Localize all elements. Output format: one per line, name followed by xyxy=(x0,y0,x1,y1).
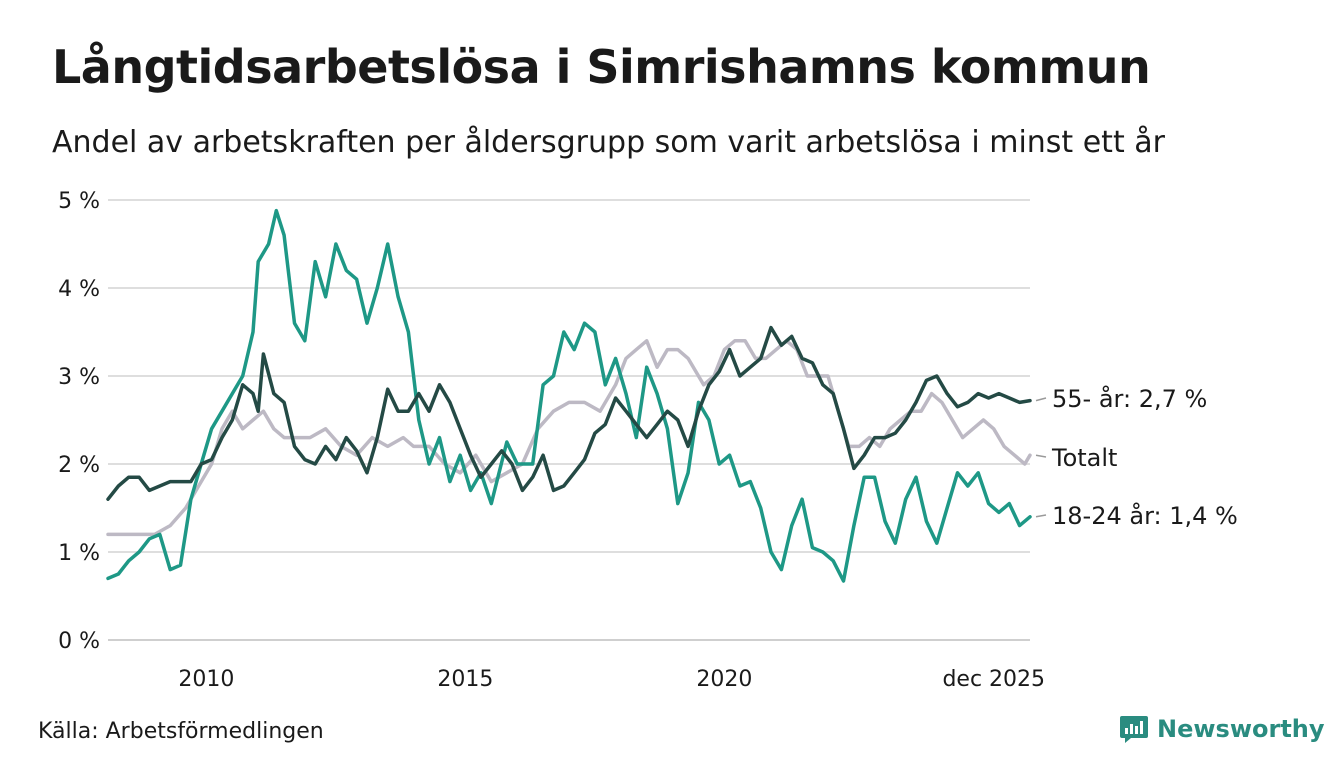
y-tick-label: 3 % xyxy=(58,365,100,390)
end-label-leader xyxy=(1035,454,1047,458)
x-tick-label: 2020 xyxy=(696,667,752,692)
end-label-leader xyxy=(1035,514,1047,518)
x-axis: 2010 2015 2020 dec 2025 xyxy=(178,667,1045,692)
end-label-leader xyxy=(1035,397,1047,402)
y-axis: 0 % 1 % 2 % 3 % 4 % 5 % xyxy=(58,189,100,654)
chart-subtitle: Andel av arbetskraften per åldersgrupp s… xyxy=(52,125,1165,160)
series-lines xyxy=(106,208,1032,583)
grid-lines xyxy=(108,199,1030,641)
series-line-1 xyxy=(106,208,1032,583)
x-tick-label: dec 2025 xyxy=(942,667,1045,692)
y-tick-label: 5 % xyxy=(58,189,100,214)
y-tick-label: 4 % xyxy=(58,277,100,302)
brand-logo[interactable]: Newsworthy xyxy=(1119,714,1325,744)
x-tick-label: 2015 xyxy=(437,667,493,692)
brand-name: Newsworthy xyxy=(1157,715,1325,743)
y-tick-label: 2 % xyxy=(58,453,100,478)
y-tick-label: 0 % xyxy=(58,629,100,654)
series-line-0 xyxy=(106,339,1032,537)
x-tick-label: 2010 xyxy=(178,667,234,692)
newsworthy-logo-icon xyxy=(1120,716,1148,743)
series-line-2 xyxy=(106,325,1032,501)
y-tick-label: 1 % xyxy=(58,541,100,566)
end-labels: Totalt 18-24 år: 1,4 % 55- år: 2,7 % xyxy=(1035,384,1238,530)
line-chart: 0 %1 %2 %3 %4 %5 % 2010 2015 2020 dec 2025 … xyxy=(58,189,1238,692)
end-label: 18-24 år: 1,4 % xyxy=(1052,501,1238,530)
end-label: Totalt xyxy=(1051,444,1117,472)
end-label: 55- år: 2,7 % xyxy=(1052,384,1207,413)
chart-title: Långtidsarbetslösa i Simrishamns kommun xyxy=(52,40,1151,94)
source-note: Källa: Arbetsförmedlingen xyxy=(38,719,324,744)
